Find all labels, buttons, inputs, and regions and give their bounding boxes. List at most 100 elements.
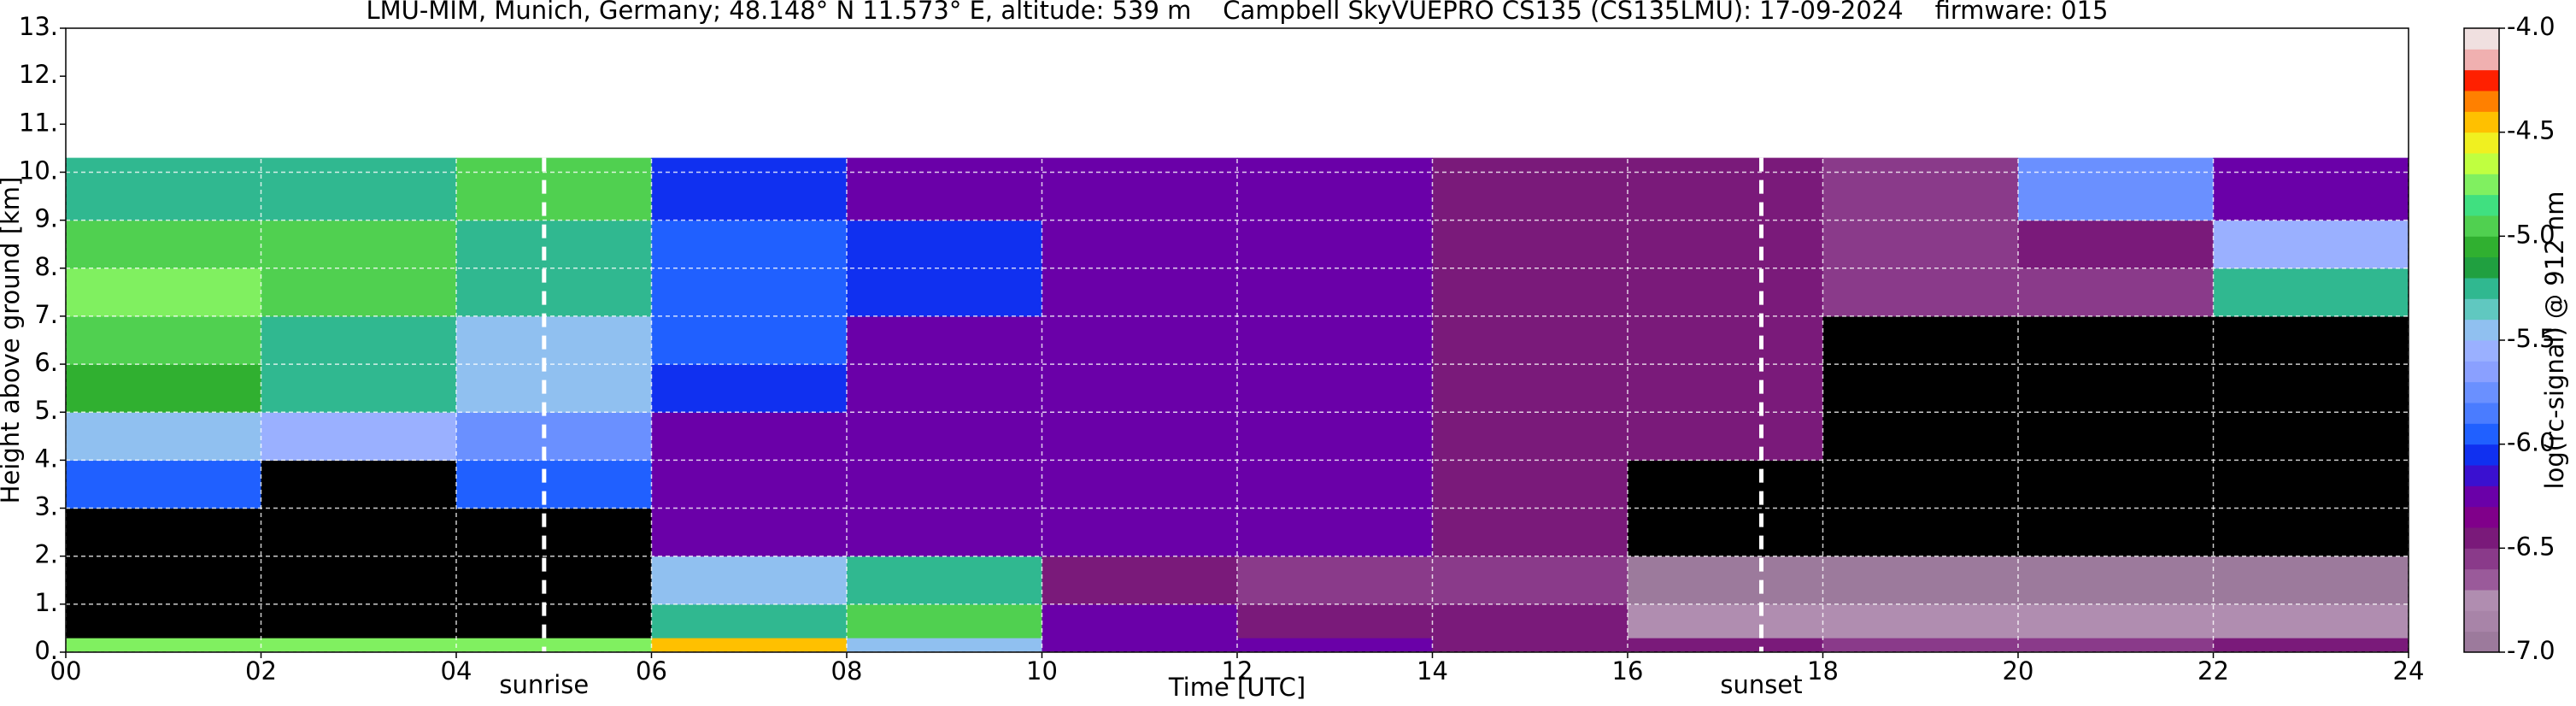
x-tick-label: 24: [2393, 656, 2425, 685]
heatmap-cell: [847, 315, 1042, 365]
x-tick-label: 04: [441, 656, 472, 685]
heatmap-cell: [1432, 315, 1628, 365]
heatmap-cell: [847, 460, 1042, 509]
heatmap-cell: [2213, 315, 2409, 365]
heatmap-cell: [456, 315, 652, 365]
heatmap-cell: [1628, 315, 1823, 365]
heatmap-cell: [1822, 364, 2019, 413]
colorbar-band: [2464, 215, 2499, 237]
y-tick-label: 5.: [34, 396, 58, 425]
colorbar-band: [2464, 610, 2499, 632]
heatmap-cell: [1628, 220, 1823, 269]
colorbar-band: [2464, 69, 2499, 91]
heatmap-cell: [1432, 364, 1628, 413]
heatmap-cell: [2018, 268, 2214, 317]
heatmap-cell: [2213, 638, 2409, 653]
heatmap-cell: [456, 268, 652, 317]
heatmap-cell: [66, 412, 261, 461]
heatmap-cell: [1042, 603, 1238, 638]
heatmap-cell: [1822, 508, 2019, 557]
x-tick-label: 22: [2198, 656, 2229, 685]
colorbar-band: [2464, 91, 2499, 112]
heatmap-cell: [456, 508, 652, 557]
heatmap-cell: [261, 460, 457, 509]
heatmap-cell: [1432, 157, 1628, 221]
y-tick-label: 0.: [34, 636, 58, 665]
colorbar-label: log(rc-signal) @ 912 nm: [2540, 191, 2569, 490]
heatmap-cell: [847, 603, 1042, 638]
heatmap: [66, 157, 2409, 653]
heatmap-cell: [1822, 412, 2019, 461]
y-tick-label: 1.: [34, 588, 58, 617]
heatmap-cell: [66, 460, 261, 509]
colorbar-band: [2464, 236, 2499, 258]
colorbar-tick-label: -4.5: [2507, 116, 2555, 145]
heatmap-cell: [1432, 603, 1628, 638]
heatmap-cell: [651, 412, 848, 461]
heatmap-cell: [66, 268, 261, 317]
heatmap-cell: [847, 412, 1042, 461]
colorbar-band: [2464, 278, 2499, 299]
colorbar-band: [2464, 548, 2499, 570]
heatmap-cell: [1432, 412, 1628, 461]
colorbar-band: [2464, 631, 2499, 653]
y-tick-label: 9.: [34, 204, 58, 233]
colorbar-band: [2464, 132, 2499, 154]
heatmap-cell: [1237, 638, 1433, 653]
heatmap-cell: [2213, 412, 2409, 461]
colorbar-tick-label: -4.0: [2507, 12, 2555, 41]
heatmap-cell: [2213, 268, 2409, 317]
y-tick-label: 7.: [34, 300, 58, 329]
heatmap-cell: [2018, 556, 2214, 605]
heatmap-cell: [1237, 460, 1433, 509]
heatmap-cell: [1822, 603, 2019, 638]
colorbar-band: [2464, 590, 2499, 611]
colorbar-tick-label: -5.0: [2507, 220, 2555, 249]
heatmap-cell: [2018, 460, 2214, 509]
colorbar-band: [2464, 465, 2499, 486]
x-tick-label: 14: [1417, 656, 1448, 685]
heatmap-cell: [1822, 220, 2019, 269]
heatmap-cell: [1042, 364, 1238, 413]
colorbar-band: [2464, 319, 2499, 341]
heatmap-cell: [1237, 315, 1433, 365]
heatmap-cell: [1042, 508, 1238, 557]
heatmap-cell: [1237, 508, 1433, 557]
heatmap-cell: [456, 412, 652, 461]
heatmap-cell: [1042, 638, 1238, 653]
heatmap-cell: [1822, 315, 2019, 365]
colorbar-tick-label: -6.5: [2507, 532, 2555, 561]
heatmap-cell: [66, 638, 261, 653]
colorbar-band: [2464, 527, 2499, 549]
heatmap-cell: [1042, 268, 1238, 317]
heatmap-cell: [1237, 412, 1433, 461]
heatmap-cell: [847, 638, 1042, 653]
heatmap-cell: [847, 556, 1042, 605]
heatmap-cell: [1628, 638, 1823, 653]
heatmap-cell: [261, 268, 457, 317]
heatmap-cell: [651, 268, 848, 317]
heatmap-cell: [456, 157, 652, 221]
colorbar-band: [2464, 28, 2499, 50]
heatmap-cell: [1237, 364, 1433, 413]
y-tick-label: 11.: [19, 108, 58, 137]
heatmap-cell: [1432, 508, 1628, 557]
heatmap-cell: [261, 315, 457, 365]
heatmap-cell: [1432, 268, 1628, 317]
colorbar-band: [2464, 485, 2499, 508]
heatmap-cell: [2213, 157, 2409, 221]
heatmap-cell: [261, 556, 457, 605]
heatmap-cell: [1237, 556, 1433, 605]
heatmap-cell: [2018, 603, 2214, 638]
colorbar-band: [2464, 153, 2499, 174]
heatmap-cell: [66, 556, 261, 605]
heatmap-cell: [456, 364, 652, 413]
heatmap-cell: [66, 508, 261, 557]
heatmap-cell: [66, 315, 261, 365]
colorbar-band: [2464, 298, 2499, 321]
heatmap-cell: [1432, 220, 1628, 269]
heatmap-cell: [2213, 556, 2409, 605]
heatmap-cell: [1237, 268, 1433, 317]
heatmap-cell: [261, 157, 457, 221]
heatmap-cell: [1822, 157, 2019, 221]
